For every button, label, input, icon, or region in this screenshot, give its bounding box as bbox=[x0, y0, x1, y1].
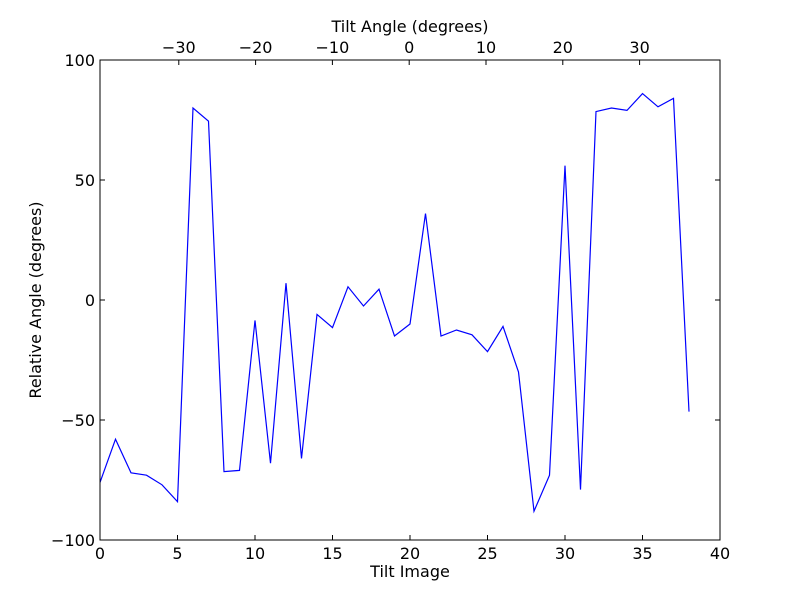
top-x-tick-label: −30 bbox=[162, 38, 196, 57]
y-tick-label: 100 bbox=[64, 51, 95, 70]
plot-frame bbox=[99, 59, 721, 541]
top-x-tick-label: 0 bbox=[404, 38, 414, 57]
y-axis-label: Relative Angle (degrees) bbox=[26, 201, 45, 398]
x-tick-label: 5 bbox=[172, 544, 182, 563]
y-tick-label: 0 bbox=[85, 291, 95, 310]
y-tick-label: −50 bbox=[61, 411, 95, 430]
x-tick-label: 0 bbox=[95, 544, 105, 563]
x-tick-label: 30 bbox=[555, 544, 575, 563]
x-tick-label: 25 bbox=[477, 544, 497, 563]
x-tick-label: 15 bbox=[322, 544, 342, 563]
top-axis-label: Tilt Angle (degrees) bbox=[330, 17, 488, 36]
top-x-tick-label: 30 bbox=[629, 38, 649, 57]
x-axis-label: Tilt Image bbox=[369, 562, 450, 581]
y-tick-label: −100 bbox=[51, 531, 95, 550]
x-tick-label: 10 bbox=[245, 544, 265, 563]
top-x-tick-label: 10 bbox=[476, 38, 496, 57]
tick-labels-layer: 0 5 10 15 20 25 30 35 40−30 −20 −10 0 10 20 30−100−500… bbox=[51, 38, 730, 563]
top-x-tick-label: −20 bbox=[239, 38, 273, 57]
top-x-tick-label: 20 bbox=[553, 38, 573, 57]
y-tick-label: 50 bbox=[75, 171, 95, 190]
series-line bbox=[99, 92, 690, 514]
top-x-tick-label: −10 bbox=[316, 38, 350, 57]
x-tick-label: 40 bbox=[710, 544, 730, 563]
x-tick-label: 35 bbox=[632, 544, 652, 563]
plot-area bbox=[100, 60, 720, 540]
x-tick-label: 20 bbox=[400, 544, 420, 563]
